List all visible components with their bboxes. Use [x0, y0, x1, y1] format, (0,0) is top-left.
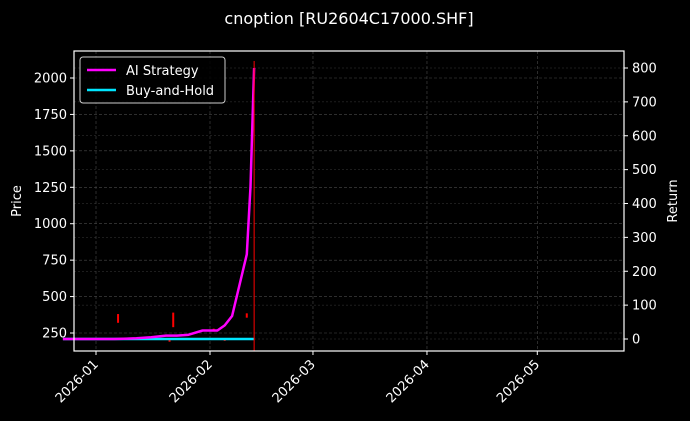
- right-axis: 0 100 200 300 400 500 600 700 800: [624, 62, 657, 348]
- series-lines: [62, 67, 256, 341]
- chart-title: cnoption [RU2604C17000.SHF]: [224, 9, 473, 28]
- x-tick-label: 2026-03: [270, 357, 319, 406]
- x-axis: 2026-01 2026-02 2026-03 2026-04 2026-05: [53, 351, 543, 406]
- y-tick-left: 1750: [34, 108, 67, 123]
- y-tick-right: 100: [632, 299, 657, 314]
- legend-label-buy-and-hold: Buy-and-Hold: [126, 84, 214, 99]
- y-tick-left: 750: [42, 254, 67, 269]
- legend-label-ai-strategy: AI Strategy: [126, 64, 199, 79]
- y-tick-right: 200: [632, 265, 657, 280]
- y-tick-left: 2000: [34, 72, 67, 87]
- y-tick-right: 600: [632, 129, 657, 144]
- series-line: [62, 67, 256, 341]
- y-tick-left: 250: [42, 327, 67, 342]
- x-tick-label: 2026-04: [384, 357, 433, 406]
- legend: AI Strategy Buy-and-Hold: [79, 56, 226, 104]
- y-tick-right: 300: [632, 231, 657, 246]
- plot-frame: [73, 50, 625, 352]
- y-tick-right: 500: [632, 163, 657, 178]
- x-tick-label: 2026-01: [53, 357, 102, 406]
- y-tick-left: 1500: [34, 144, 67, 159]
- x-tick-label: 2026-05: [494, 357, 543, 406]
- y-tick-right: 700: [632, 95, 657, 110]
- y-tick-left: 500: [42, 290, 67, 305]
- y-axis-label-left: Price: [10, 185, 25, 217]
- y-tick-left: 1000: [34, 217, 67, 232]
- y-tick-left: 1250: [34, 181, 67, 196]
- y-tick-right: 800: [632, 62, 657, 77]
- y-axis-label-right: Return: [666, 179, 681, 222]
- y-tick-right: 400: [632, 197, 657, 212]
- y-tick-right: 0: [632, 333, 640, 348]
- x-tick-label: 2026-02: [167, 357, 216, 406]
- left-axis: 250 500 750 1000 1250 1500 1750 2000: [34, 72, 74, 342]
